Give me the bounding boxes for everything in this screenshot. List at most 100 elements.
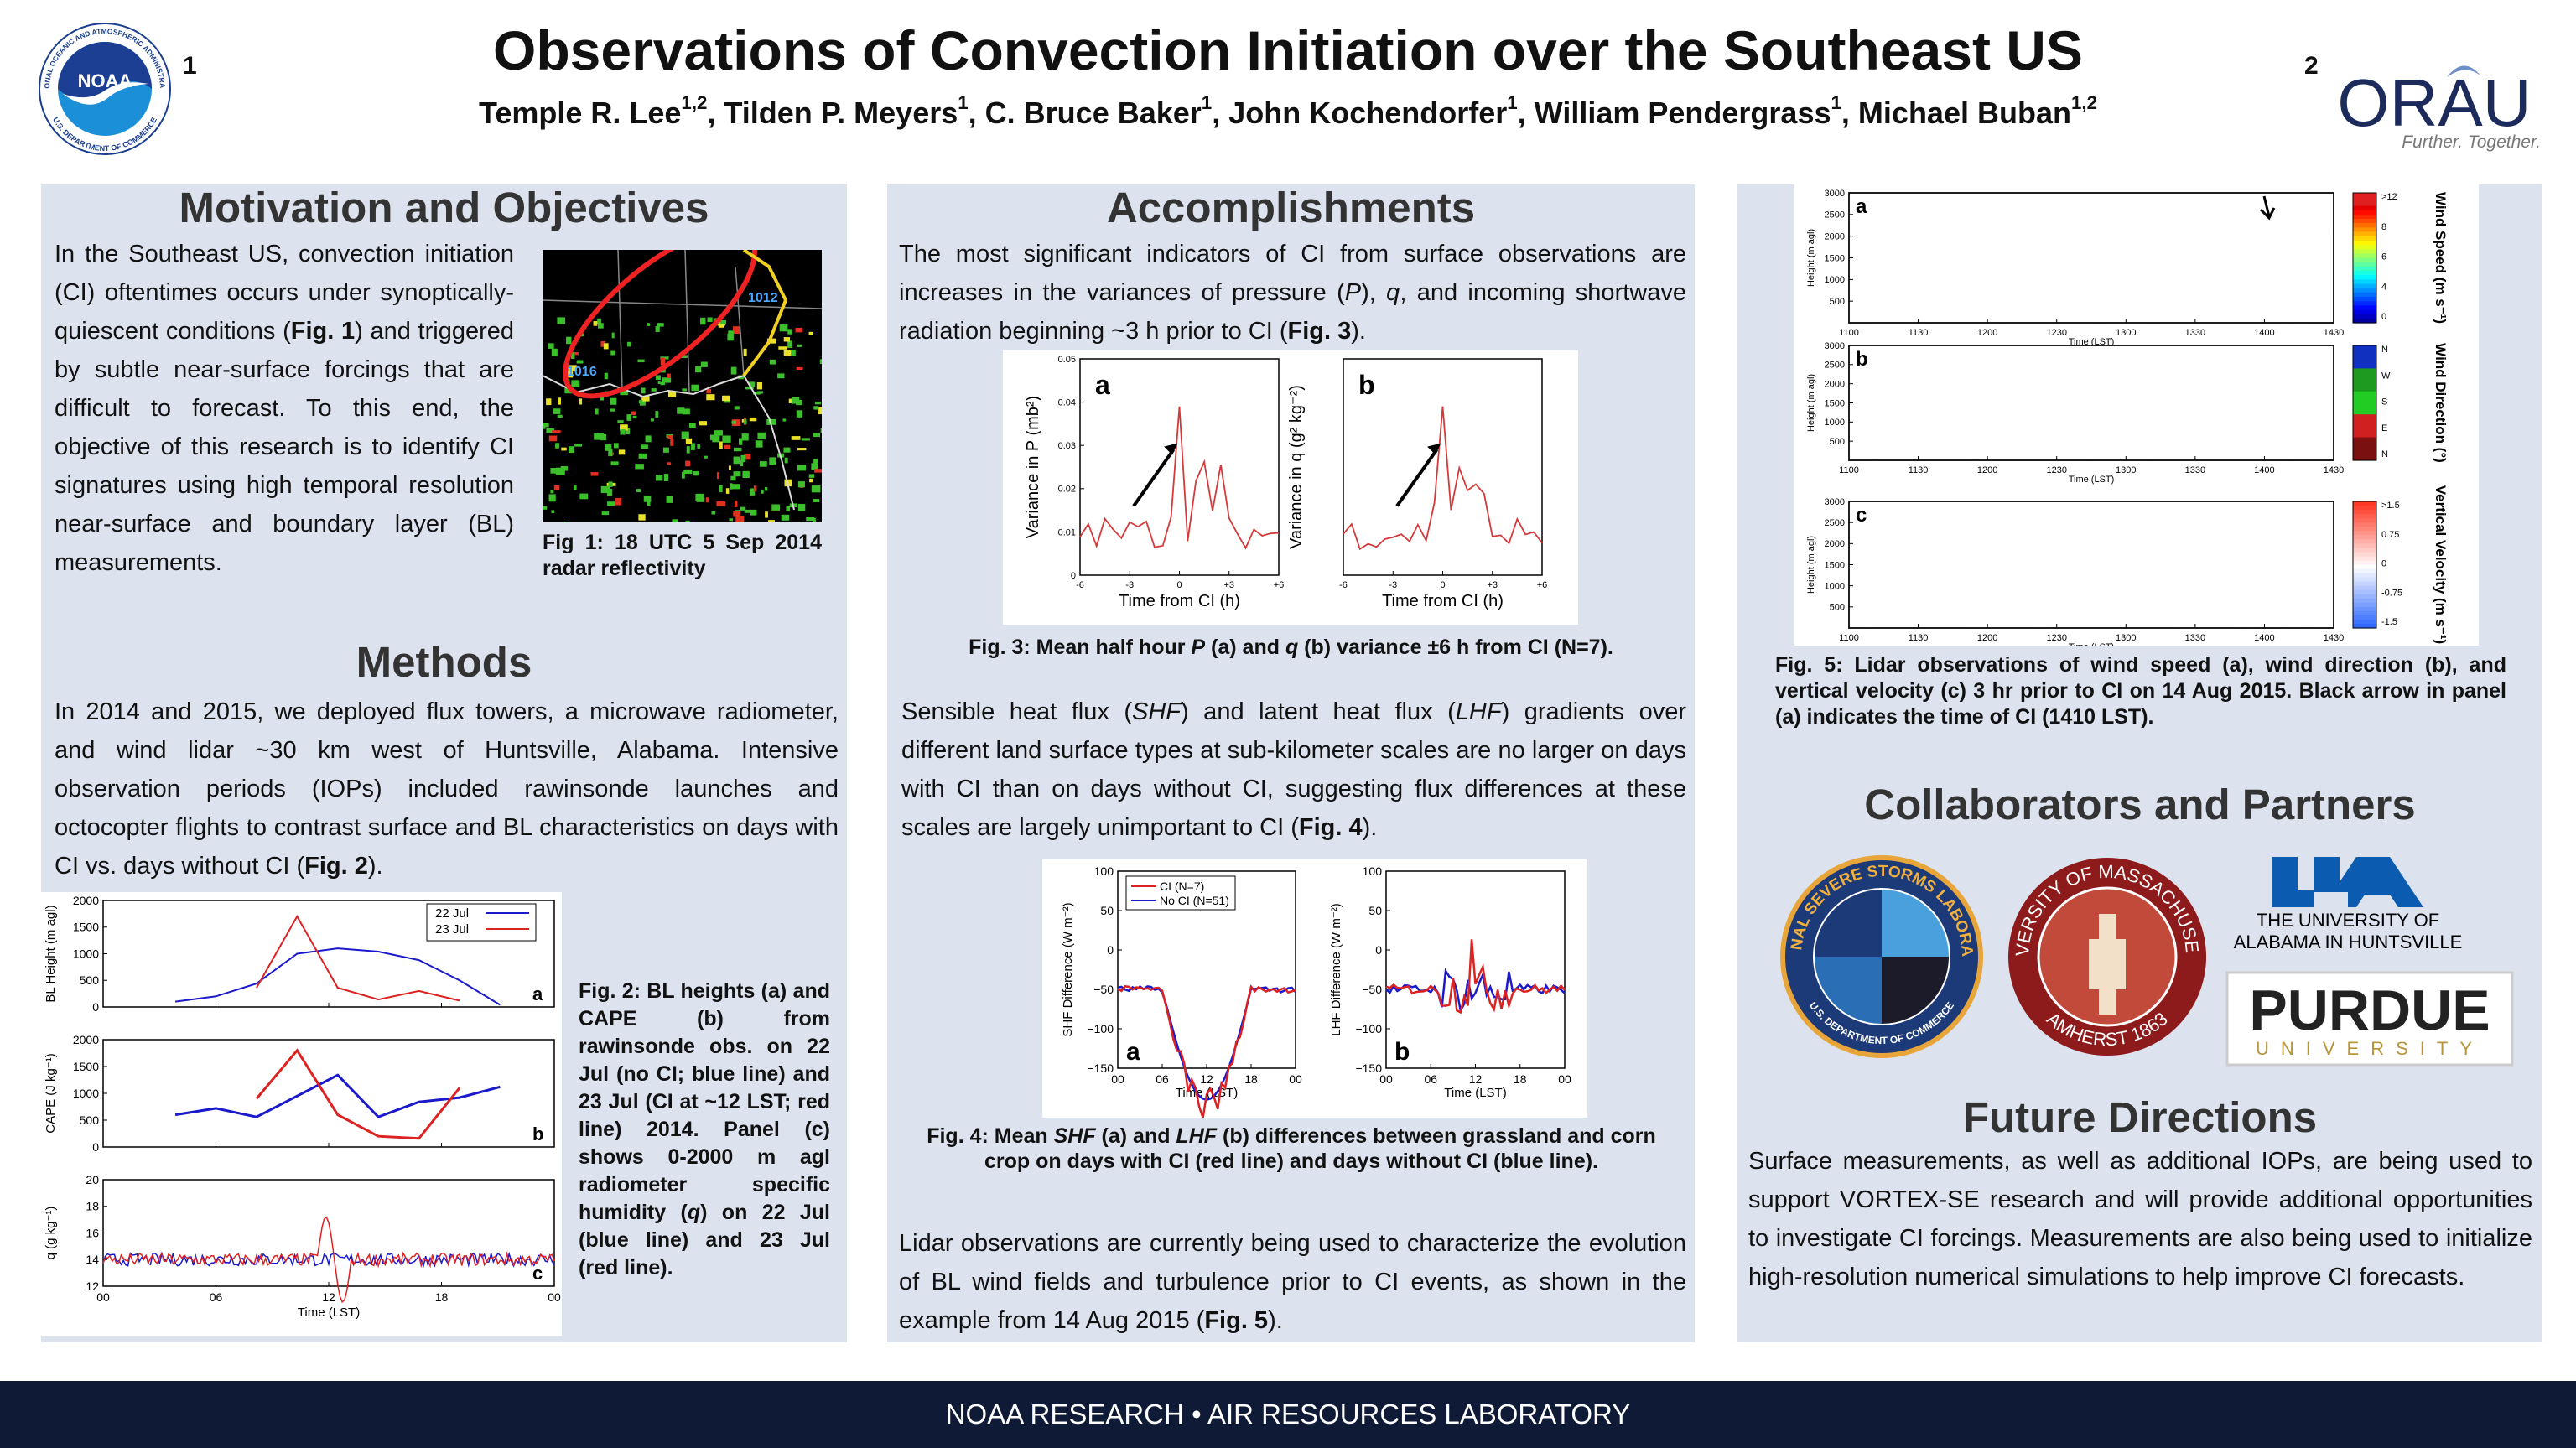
purdue-text: PURDUE (2249, 978, 2490, 1042)
echo (733, 456, 740, 465)
colorbar-cell (2353, 506, 2376, 511)
echo (738, 438, 743, 445)
x-axis-label: Time (LST) (298, 1305, 360, 1320)
x-axis-label: Time from CI (h) (1119, 592, 1240, 610)
echo (730, 475, 736, 481)
echo (662, 447, 669, 453)
echo (766, 338, 776, 344)
panel-letter: b (1394, 1038, 1410, 1066)
x-tick-label: 1200 (1977, 465, 1997, 475)
colorbar-cell (2353, 361, 2376, 366)
panel-letter: b (532, 1124, 543, 1144)
y-tick-label: 3000 (1825, 341, 1845, 351)
y-tick-label: 1000 (73, 947, 99, 960)
paragraph: In 2014 and 2015, we deployed flux tower… (55, 693, 839, 885)
colorbar-cell (2353, 606, 2376, 612)
x-tick-label: 06 (1424, 1072, 1437, 1086)
echo (600, 433, 606, 441)
echo (707, 317, 713, 323)
colorbar-cell (2353, 356, 2376, 361)
colorbar-cell (2353, 245, 2376, 250)
text-run: q (1386, 279, 1400, 306)
colorbar-cell (2353, 383, 2376, 388)
colorbar-cell (2353, 391, 2376, 396)
echo (769, 457, 776, 465)
y-tick-label: 14 (86, 1253, 99, 1266)
title: Observations of Convection Initiation ov… (493, 19, 2083, 81)
echo (814, 469, 822, 473)
x-tick-label: 1230 (2046, 633, 2066, 643)
curve (742, 250, 788, 377)
echo (641, 387, 646, 394)
colorbar-cell (2353, 236, 2376, 241)
echo (733, 326, 740, 335)
echo (819, 359, 822, 364)
y-tick-label: 0.04 (1058, 397, 1076, 407)
echo (546, 428, 554, 433)
echo (546, 398, 552, 406)
figure-radar: 1016 1012 (543, 250, 822, 522)
y-tick-label: 12 (86, 1279, 99, 1293)
echo (647, 323, 651, 326)
colorbar-cell (2353, 349, 2376, 354)
text-run: ). (1268, 1307, 1283, 1334)
colorbar-label: 4 (2381, 282, 2386, 292)
echo (740, 506, 746, 511)
x-tick-label: +3 (1487, 580, 1498, 590)
echo (551, 510, 555, 514)
echo (685, 520, 690, 522)
echo (768, 520, 775, 522)
figure-caption: Fig. 4: Mean SHF (a) and LHF (b) differe… (922, 1124, 1660, 1174)
colorbar-label: N (2381, 345, 2388, 355)
echo (613, 443, 619, 449)
echo (725, 488, 730, 494)
echo (731, 484, 740, 490)
echo (722, 435, 731, 443)
panel-letter: a (532, 983, 543, 1004)
figure-caption: Fig. 5: Lidar observations of wind speed… (1775, 652, 2506, 730)
colorbar-cell (2353, 531, 2376, 536)
x-axis-label: Time (LST) (2069, 642, 2115, 646)
echo (626, 414, 631, 421)
echo (685, 438, 693, 444)
echo (797, 503, 806, 511)
colorbar-cell (2353, 210, 2376, 215)
colorbar-title: Wind Speed (m s⁻¹) (2433, 192, 2449, 324)
x-tick-label: -3 (1125, 580, 1134, 590)
echo (605, 444, 612, 451)
plot-frame (1848, 501, 2334, 629)
y-tick-label: 1500 (1825, 398, 1845, 408)
echo (749, 381, 756, 387)
y-tick-label: 0.03 (1058, 441, 1076, 451)
echo (735, 516, 745, 522)
echo (729, 518, 734, 522)
affiliation-mark: 2 (2304, 52, 2319, 80)
echo (598, 323, 604, 329)
echo (688, 422, 696, 428)
colorbar-cell (2353, 407, 2376, 412)
text-run: (a) and (1095, 1124, 1176, 1148)
x-tick-label: 1100 (1839, 633, 1859, 643)
echo (744, 419, 747, 425)
plot-frame (1848, 192, 2334, 324)
echo (682, 388, 687, 392)
echo (812, 517, 816, 522)
logo-quadrant (1815, 890, 1882, 957)
paragraph: In the Southeast US, convection initiati… (55, 235, 514, 582)
x-tick-label: 1230 (2046, 328, 2066, 338)
echo (795, 327, 803, 333)
echo (601, 511, 610, 516)
echo (550, 468, 557, 474)
echo (603, 343, 609, 350)
arrow (1132, 449, 1176, 507)
text-run: q (687, 1201, 701, 1224)
colorbar-cell (2353, 205, 2376, 211)
colorbar-cell (2353, 510, 2376, 515)
y-tick-label: 1500 (1825, 253, 1845, 263)
echo (705, 497, 709, 503)
figure-caption: Fig. 2: BL heights (a) and CAPE (b) from… (579, 978, 830, 1282)
echo (797, 465, 807, 471)
echo (683, 469, 693, 475)
panel-letter: b (1856, 348, 1868, 371)
echo (756, 391, 764, 394)
